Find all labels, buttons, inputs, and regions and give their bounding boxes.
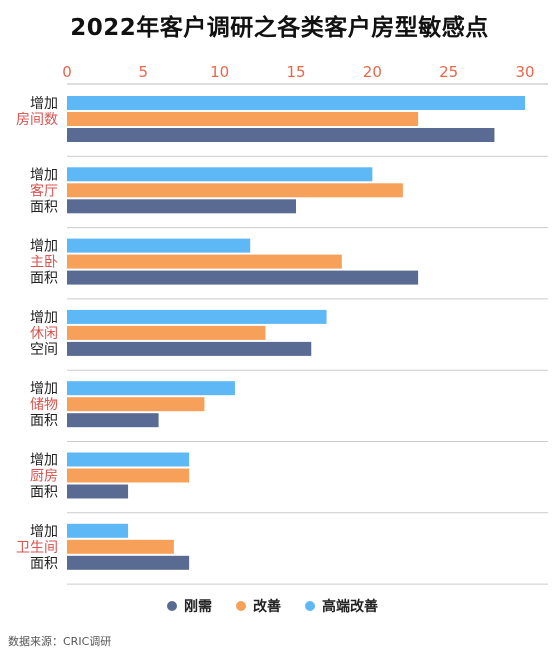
bar-高端改善 — [67, 309, 327, 324]
bar-改善 — [67, 325, 266, 340]
bar-刚需 — [67, 555, 190, 570]
bar-刚需 — [67, 413, 159, 428]
bar-改善 — [67, 254, 342, 269]
legend-label: 改善 — [253, 598, 281, 615]
bar-高端改善 — [67, 238, 251, 253]
bar-改善 — [67, 397, 205, 412]
category-suffix: 面积 — [30, 413, 58, 429]
category-prefix: 增加 — [30, 453, 58, 469]
bar-高端改善 — [67, 96, 525, 110]
legend-marker — [167, 601, 177, 611]
bar-改善 — [67, 539, 174, 554]
bar-高端改善 — [67, 381, 235, 396]
bar-刚需 — [67, 341, 312, 356]
category-name: 房间数 — [16, 112, 58, 128]
category-suffix: 面积 — [30, 485, 58, 501]
category-name: 储物 — [30, 397, 58, 413]
x-tick-label: 15 — [286, 63, 305, 81]
bar-高端改善 — [67, 523, 129, 538]
category-name: 客厅 — [30, 182, 58, 199]
category-name: 休闲 — [30, 326, 58, 342]
x-tick-label: 0 — [62, 63, 72, 81]
bar-改善 — [67, 183, 403, 198]
x-tick-label: 25 — [439, 63, 458, 81]
category-name: 厨房 — [30, 469, 58, 485]
x-tick-label: 20 — [363, 63, 382, 81]
legend-marker — [305, 601, 315, 611]
x-tick-label: 5 — [139, 63, 149, 81]
category-suffix: 空间 — [30, 342, 58, 358]
legend-marker — [236, 601, 246, 611]
bar-高端改善 — [67, 452, 190, 467]
legend-label: 高端改善 — [322, 598, 378, 615]
bar-改善 — [67, 112, 419, 126]
category-prefix: 增加 — [30, 239, 58, 255]
bar-改善 — [67, 468, 190, 483]
chart-title: 2022年客户调研之各类客户房型敏感点 — [70, 15, 489, 41]
x-tick-label: 30 — [515, 63, 534, 81]
legend-label: 刚需 — [184, 598, 212, 615]
bar-刚需 — [67, 199, 296, 214]
bar-刚需 — [67, 270, 419, 285]
category-name: 卫生间 — [16, 540, 58, 556]
bar-刚需 — [67, 128, 495, 142]
category-prefix: 增加 — [30, 167, 58, 183]
bar-高端改善 — [67, 167, 373, 182]
category-suffix: 面积 — [30, 271, 58, 287]
category-suffix: 面积 — [30, 556, 58, 572]
category-suffix: 面积 — [30, 199, 58, 215]
category-prefix: 增加 — [30, 524, 58, 540]
bar-刚需 — [67, 484, 129, 499]
category-prefix: 增加 — [30, 381, 58, 397]
category-prefix: 增加 — [30, 96, 58, 112]
data-source-note: 数据来源：CRIC调研 — [8, 635, 112, 648]
category-prefix: 增加 — [30, 310, 58, 326]
category-name: 主卧 — [30, 255, 58, 271]
x-tick-label: 10 — [210, 63, 229, 81]
